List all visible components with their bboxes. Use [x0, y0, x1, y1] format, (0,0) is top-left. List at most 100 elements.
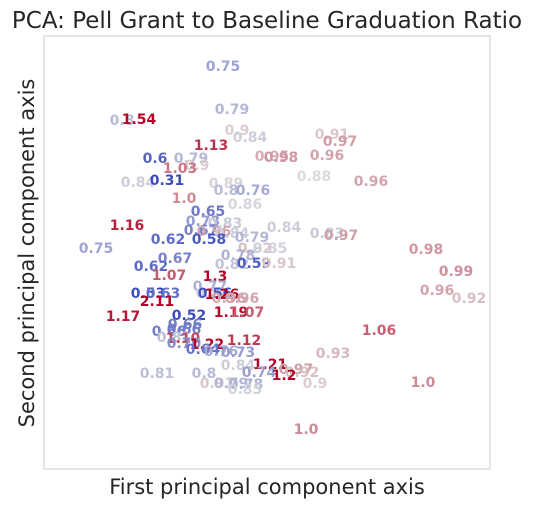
data-point-label: 0.73	[186, 214, 221, 230]
data-point-label: 0.9	[303, 376, 328, 392]
data-point-label: 0.62	[134, 259, 169, 275]
data-point-label: 0.89	[209, 176, 244, 192]
data-point-label: 0.84	[196, 286, 231, 302]
data-point-label: 0.99	[439, 264, 474, 280]
data-point-label: 0.31	[150, 173, 185, 189]
data-point-label: 1.17	[106, 309, 141, 325]
data-point-label: 0.92	[238, 241, 273, 257]
data-point-label: 0.66	[167, 322, 202, 338]
data-point-label: 0.67	[158, 251, 193, 267]
data-point-label: 0.85	[228, 382, 263, 398]
data-point-label: 0.84	[215, 226, 250, 242]
chart-title: PCA: Pell Grant to Baseline Graduation R…	[12, 8, 522, 34]
data-point-label: 0.78	[229, 377, 264, 393]
plot-area	[43, 35, 491, 470]
data-point-label: 1.12	[227, 333, 262, 349]
data-point-label: 0.88	[297, 169, 332, 185]
data-point-label: 0.8	[214, 183, 239, 199]
data-point-label: 0.79	[215, 102, 250, 118]
data-point-label: 1.3	[203, 269, 228, 285]
data-point-label: 0.96	[354, 174, 389, 190]
data-point-label: 0.78	[221, 248, 256, 264]
data-point-label: 0.86	[228, 197, 263, 213]
data-point-label: 0.53	[131, 286, 166, 302]
data-point-label: 0.74	[242, 365, 277, 381]
data-point-label: 2.11	[140, 294, 175, 310]
data-point-label: 1.07	[230, 305, 265, 321]
data-point-label: 0.76	[236, 183, 271, 199]
data-point-label: 0.83	[310, 226, 345, 242]
data-point-label: 0.75	[79, 241, 114, 257]
data-point-label: 0.79	[235, 230, 270, 246]
data-point-label: 0.79	[174, 151, 209, 167]
data-point-label: 0.73	[221, 345, 256, 361]
data-point-label: 0.97	[324, 228, 359, 244]
data-point-label: 0.6	[143, 151, 168, 167]
data-point-label: 0.97	[279, 362, 314, 378]
y-axis-label: Second principal component axis	[15, 79, 39, 428]
data-point-label: 1.07	[152, 268, 187, 284]
data-point-label: 0.62	[151, 232, 186, 248]
data-point-label: 0.9	[225, 123, 250, 139]
data-point-label: 0.91	[200, 376, 235, 392]
data-point-label: 1.0	[172, 191, 197, 207]
data-point-label: 0.91	[262, 256, 297, 272]
data-point-label: 0.75	[206, 59, 241, 75]
data-point-label: 0.64	[186, 342, 221, 358]
data-point-label: 0.77	[193, 279, 228, 295]
data-point-label: 0.97	[323, 134, 358, 150]
data-point-label: 0.84	[121, 175, 156, 191]
data-point-label: 0.70	[167, 336, 202, 352]
data-point-label: 1.22	[190, 337, 225, 353]
data-point-label: 0.56	[198, 286, 233, 302]
data-point-label: 0.83	[208, 216, 243, 232]
data-point-label: 0.96	[420, 283, 455, 299]
data-point-label: 0.93	[316, 346, 351, 362]
data-point-label: 1.16	[110, 218, 145, 234]
data-point-label: 0.81	[157, 330, 192, 346]
data-point-label: 0.92	[285, 365, 320, 381]
data-point-label: 1.54	[122, 112, 157, 128]
data-point-label: 0.96	[212, 291, 247, 307]
data-point-label: 0.96	[225, 291, 260, 307]
data-point-label: 1.26	[205, 287, 240, 303]
data-point-label: 0.92	[452, 291, 487, 307]
data-point-label: 0.8	[192, 366, 217, 382]
data-point-label: 1.03	[163, 161, 198, 177]
data-point-label: 0.95	[255, 149, 290, 165]
data-point-label: 0.82	[215, 257, 250, 273]
data-point-label: 0.96	[197, 224, 232, 240]
data-point-label: 0.66	[168, 317, 203, 333]
data-point-label: 1.0	[294, 422, 319, 438]
data-point-label: 0.81	[140, 366, 175, 382]
data-point-label: 0.76	[204, 344, 239, 360]
data-point-label: 1.2	[272, 368, 297, 384]
data-point-label: 1.21	[253, 357, 288, 373]
data-point-label: 1.10	[166, 331, 201, 347]
data-point-label: 0.98	[409, 242, 444, 258]
data-point-label: 0.79	[214, 376, 249, 392]
data-point-label: 0.63	[146, 286, 181, 302]
data-point-label: 0.84	[221, 358, 256, 374]
data-point-label: 0.98	[264, 150, 299, 166]
data-point-label: 0.67	[184, 223, 219, 239]
x-axis-label: First principal component axis	[109, 475, 425, 499]
data-points-layer: 0.750.790.81.540.90.84 0.910.971.130.6 0.7…	[79, 59, 487, 438]
data-point-label: 0.65	[191, 204, 226, 220]
data-point-label: 1.0	[411, 375, 436, 391]
data-point-label: 0.85	[253, 241, 288, 257]
data-point-label: 0.59	[237, 256, 272, 272]
data-point-label: 1.13	[194, 138, 229, 154]
data-point-label: 1.06	[362, 323, 397, 339]
data-point-label: 1.19	[214, 305, 249, 321]
data-point-label: 0.9	[185, 158, 210, 174]
data-point-label: 0.96	[310, 148, 345, 164]
data-point-label: 0.58	[192, 232, 227, 248]
data-point-label: 0.66	[152, 324, 187, 340]
data-point-label: 0.8	[110, 113, 135, 129]
data-point-label: 0.84	[267, 220, 302, 236]
data-point-label: 0.52	[172, 308, 207, 324]
data-point-label: 0.84	[233, 130, 268, 146]
data-point-label: 0.91	[315, 127, 350, 143]
